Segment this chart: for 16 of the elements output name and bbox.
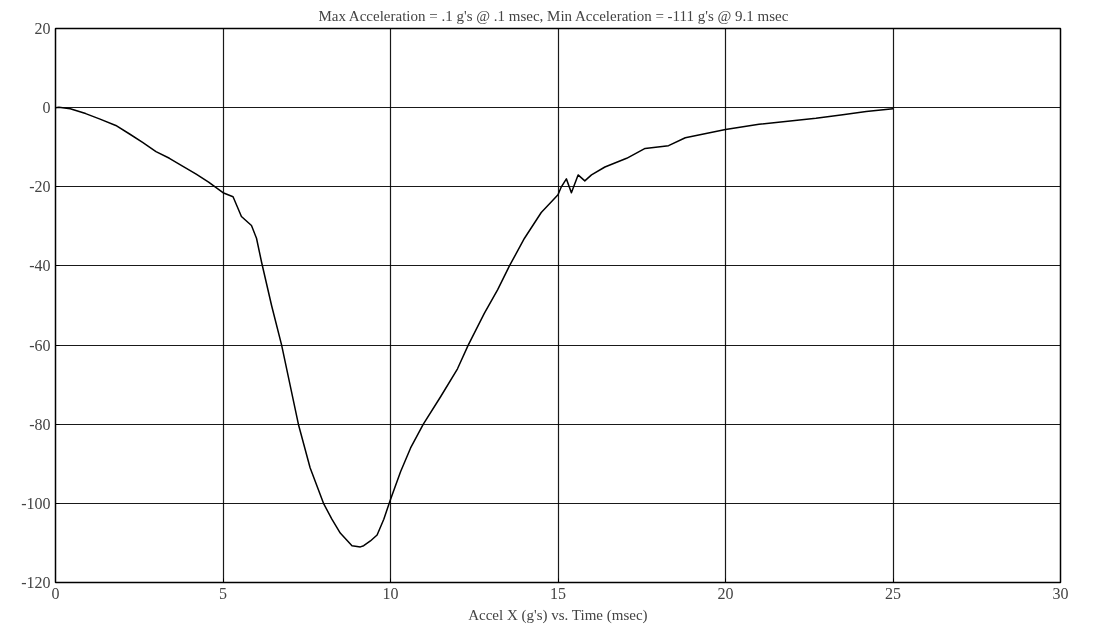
y-tick-label: 0: [42, 99, 51, 117]
x-tick-label: 25: [885, 584, 901, 602]
y-tick-label: -120: [21, 574, 51, 591]
y-tick-label: -100: [21, 494, 51, 512]
y-tick-label: -20: [29, 178, 51, 196]
x-axis-title: Accel X (g's) vs. Time (msec): [468, 606, 648, 624]
chart-title: Max Acceleration = .1 g's @ .1 msec, Min Acceleration = -111 g's @ 9.1 msec: [318, 7, 789, 24]
x-tick-label: 15: [550, 584, 566, 602]
y-tick-label: 20: [34, 20, 51, 37]
y-tick-label: -40: [29, 257, 51, 275]
y-tick-label: -60: [29, 336, 51, 354]
x-tick-label: 20: [717, 584, 734, 602]
x-tick-label: 30: [1052, 584, 1069, 602]
x-tick-label: 5: [219, 584, 227, 602]
y-tick-label: -80: [29, 415, 51, 433]
x-tick-label: 10: [382, 584, 399, 602]
